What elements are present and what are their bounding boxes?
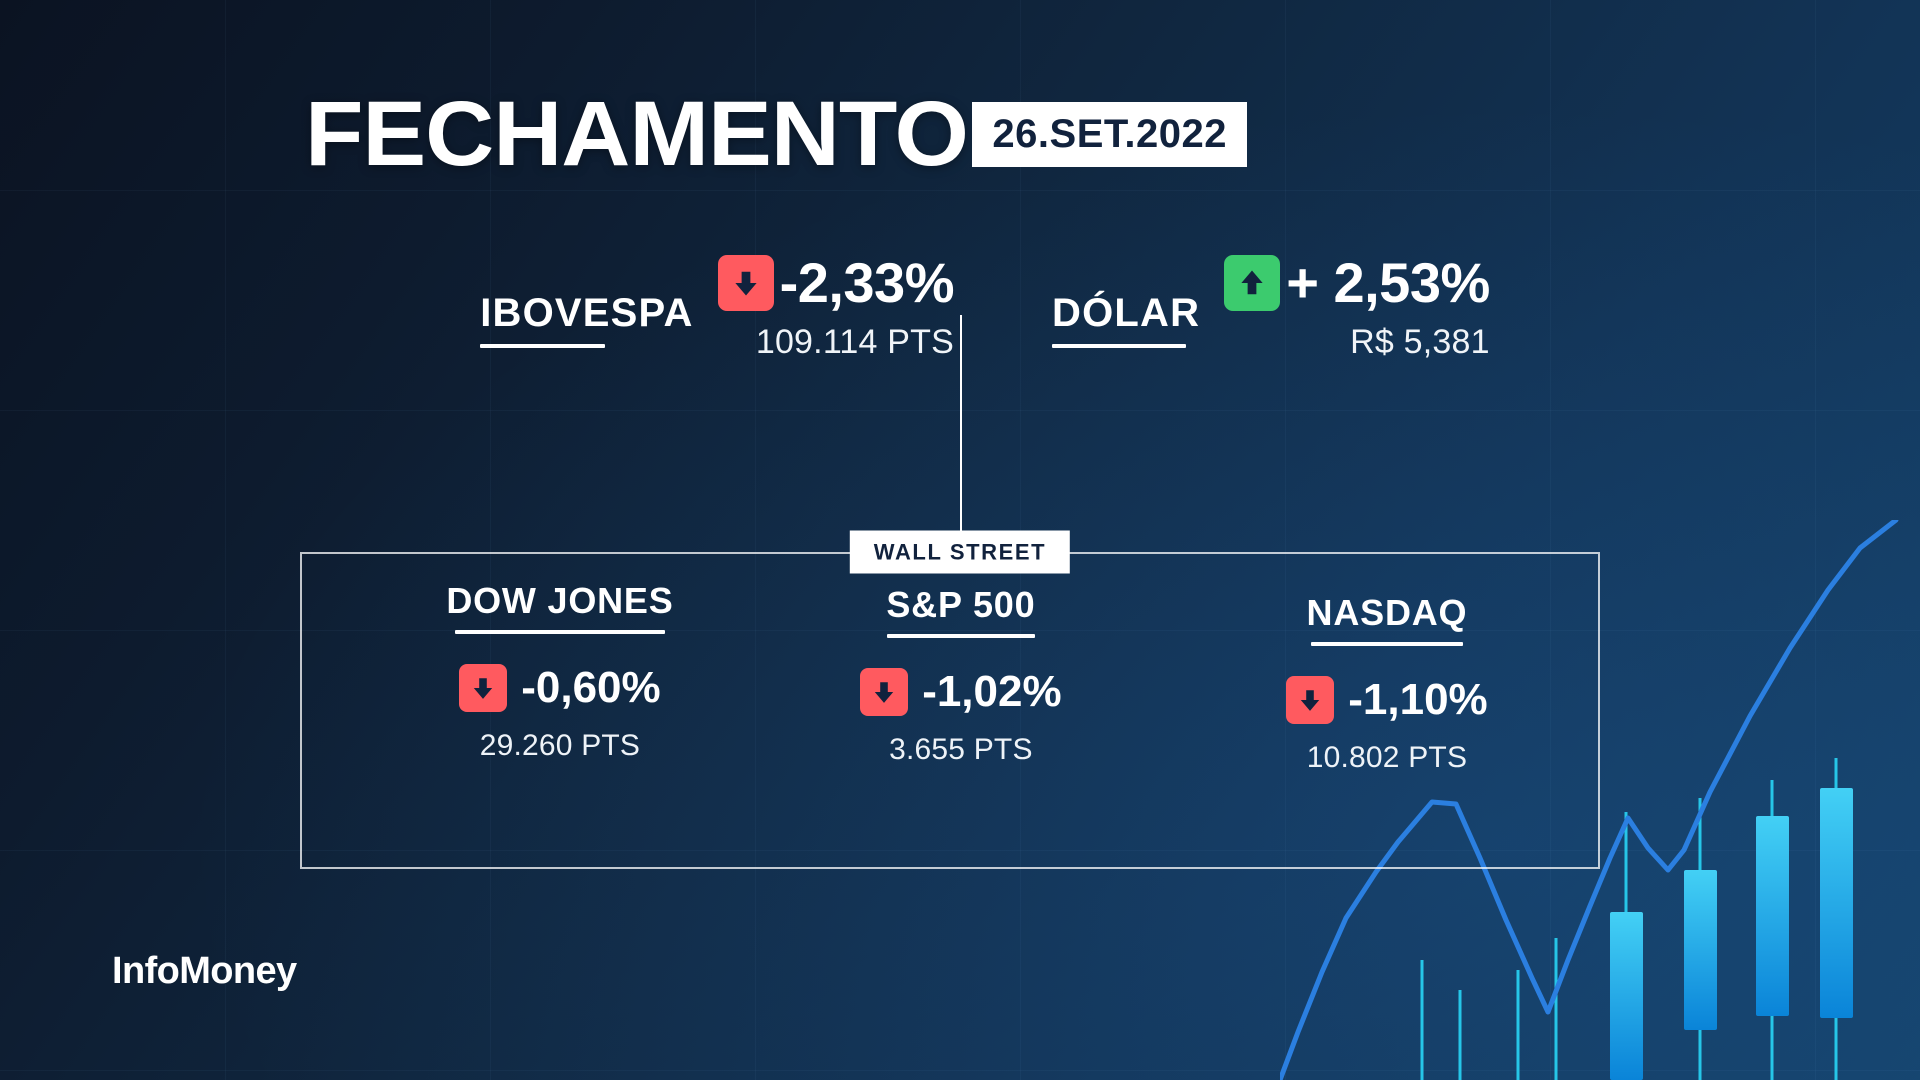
arrow-down-icon bbox=[717, 255, 774, 311]
date-badge: 26.SET.2022 bbox=[972, 101, 1247, 167]
label-underline bbox=[886, 634, 1035, 638]
arrow-down-icon bbox=[1286, 676, 1335, 724]
index-dow-jones: DOW JONES -0,60% 29.260 PTS bbox=[446, 583, 673, 763]
index-points: 3.655 PTS bbox=[889, 733, 1033, 766]
index-label: DOW JONES bbox=[446, 580, 674, 621]
index-label: NASDAQ bbox=[1306, 592, 1468, 633]
arrow-down-icon bbox=[860, 668, 909, 716]
indicator-label: DÓLAR bbox=[1052, 291, 1201, 335]
indicator-points: 109.114 PTS bbox=[755, 323, 954, 361]
arrow-up-icon bbox=[1224, 255, 1281, 311]
indicator-percent: + 2,53% bbox=[1286, 251, 1490, 314]
connector-line bbox=[960, 315, 962, 552]
index-percent: -0,60% bbox=[521, 663, 661, 712]
indicator-points: R$ 5,381 bbox=[1350, 323, 1490, 361]
index-value-line: -0,60% bbox=[459, 663, 661, 712]
page-title: FECHAMENTO bbox=[305, 83, 969, 185]
label-underline bbox=[454, 630, 665, 634]
indicator-label-block: DÓLAR bbox=[1052, 255, 1200, 348]
label-underline bbox=[1310, 642, 1463, 646]
label-underline bbox=[1052, 344, 1186, 348]
index-points: 10.802 PTS bbox=[1306, 741, 1468, 774]
indicator-value-block: -2,33% 109.114 PTS bbox=[717, 251, 955, 362]
wall-street-label: WALL STREET bbox=[849, 530, 1071, 574]
index-percent: -1,10% bbox=[1348, 675, 1488, 724]
index-points: 29.260 PTS bbox=[479, 729, 641, 762]
arrow-down-icon bbox=[459, 664, 508, 712]
indicator-value-line: -2,33% bbox=[717, 251, 955, 314]
wall-street-indices: DOW JONES -0,60% 29.260 PTS S&P 500 bbox=[300, 575, 1600, 855]
index-percent: -1,02% bbox=[922, 667, 1062, 716]
top-indicator-row: IBOVESPA -2,33% 109.114 PTS DÓLAR bbox=[0, 255, 1920, 362]
indicator-percent: -2,33% bbox=[779, 251, 955, 314]
infomoney-logo: InfoMoney bbox=[112, 950, 297, 992]
indicator-dolar: DÓLAR + 2,53% R$ 5,381 bbox=[960, 255, 1560, 362]
index-label: S&P 500 bbox=[886, 584, 1036, 625]
page-header: FECHAMENTO 26.SET.2022 bbox=[305, 88, 1247, 180]
indicator-value-line: + 2,53% bbox=[1224, 255, 1490, 311]
indicator-label: IBOVESPA bbox=[480, 291, 694, 335]
label-underline bbox=[480, 344, 606, 348]
index-nasdaq: NASDAQ -1,10% 10.802 PTS bbox=[1286, 592, 1488, 775]
index-sp-500: S&P 500 -1,02% 3.655 PTS bbox=[860, 584, 1062, 767]
indicator-value-block: + 2,53% R$ 5,381 bbox=[1224, 255, 1490, 362]
indicator-ibovespa: IBOVESPA -2,33% 109.114 PTS bbox=[360, 255, 960, 362]
indicator-label-block: IBOVESPA bbox=[480, 255, 693, 348]
index-value-line: -1,02% bbox=[860, 667, 1062, 716]
index-value-line: -1,10% bbox=[1286, 675, 1488, 724]
